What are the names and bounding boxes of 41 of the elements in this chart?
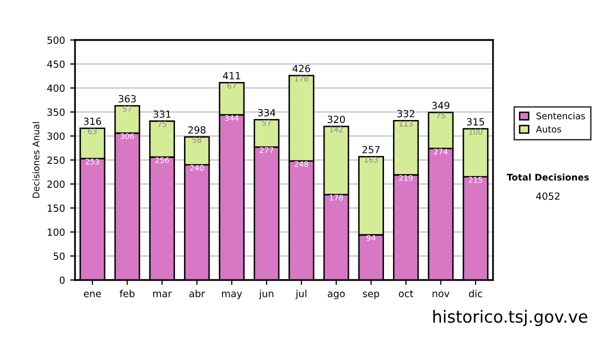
total-label: 363 — [118, 95, 136, 102]
total-label: 298 — [188, 126, 206, 134]
legend-label: Sentencias — [536, 112, 585, 120]
x-tick-label: jun — [258, 290, 274, 300]
x-tick-label: mar — [153, 292, 172, 298]
y-tick-label: 350 — [47, 108, 65, 116]
y-tick-label: 150 — [48, 204, 65, 212]
x-tick-label: may — [222, 292, 242, 300]
text: Total Decisiones — [506, 174, 589, 181]
y-tick-label: 0 — [60, 276, 65, 284]
total-label: 332 — [397, 110, 414, 118]
y-tick-label: 450 — [47, 60, 65, 68]
x-tick-label: ago — [328, 292, 345, 300]
x-tick-label: feb — [120, 290, 135, 298]
y-tick-label: 300 — [47, 132, 65, 140]
legend-label: Autos — [536, 126, 562, 133]
total-label: 315 — [467, 118, 484, 126]
text: 4052 — [536, 192, 560, 200]
x-tick-label: sep — [363, 292, 380, 300]
x-tick-label: nov — [432, 292, 450, 298]
y-tick-label: 500 — [47, 36, 65, 44]
text: historico.tsj.gov.ve — [433, 310, 588, 326]
total-label: 411 — [222, 72, 240, 80]
total-label: 426 — [292, 64, 310, 72]
total-label: 316 — [84, 118, 102, 125]
x-tick-label: oct — [398, 290, 414, 298]
total-label: 334 — [258, 109, 276, 116]
y-tick-label: 200 — [47, 180, 65, 188]
total-label: 320 — [328, 116, 345, 124]
y-tick-label: 400 — [47, 84, 65, 92]
x-tick-label: ene — [84, 292, 101, 298]
y-tick-label: 100 — [48, 228, 65, 236]
total-label: 331 — [154, 110, 170, 118]
y-tick-label: 250 — [47, 156, 65, 164]
total-label: 257 — [362, 146, 380, 154]
x-tick-label: jul — [295, 290, 306, 300]
y-axis-title: Decisiones Anual — [32, 122, 40, 198]
x-tick-label: abr — [189, 290, 205, 298]
y-tick-label: 50 — [54, 252, 65, 260]
x-tick-label: dic — [469, 290, 482, 298]
total-label: 349 — [432, 102, 450, 110]
